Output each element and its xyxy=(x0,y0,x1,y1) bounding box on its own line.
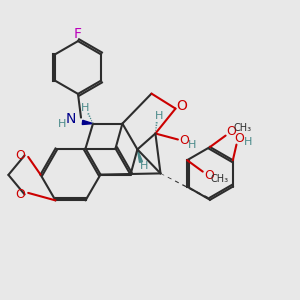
Text: O: O xyxy=(16,149,25,162)
Text: CH₃: CH₃ xyxy=(233,123,251,134)
Polygon shape xyxy=(82,120,93,124)
Text: O: O xyxy=(177,99,188,113)
Text: CH₃: CH₃ xyxy=(211,174,229,184)
Text: O: O xyxy=(227,125,236,138)
Text: O: O xyxy=(235,132,244,145)
Text: F: F xyxy=(74,28,82,41)
Text: O: O xyxy=(16,188,25,201)
Polygon shape xyxy=(137,149,142,162)
Text: H: H xyxy=(244,136,253,147)
Text: N: N xyxy=(66,112,76,126)
Text: H: H xyxy=(155,111,163,122)
Text: H: H xyxy=(58,119,66,130)
Text: H: H xyxy=(140,161,148,171)
Text: O: O xyxy=(179,134,189,147)
Text: H: H xyxy=(81,103,90,113)
Text: O: O xyxy=(204,169,214,182)
Text: H: H xyxy=(188,140,196,150)
